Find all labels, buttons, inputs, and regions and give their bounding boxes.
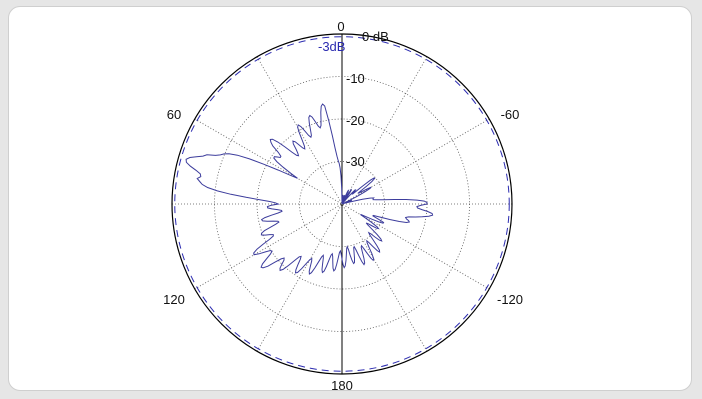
radial-tick-label: -10 — [346, 71, 365, 86]
angle-label: 0 — [337, 19, 344, 34]
polar-plot: 0 60 -60 120 -120 180 0 dB -10 -20 -30 -3dB — [163, 19, 523, 391]
chart-frame: 0 60 -60 120 -120 180 0 dB -10 -20 -30 -3dB — [8, 6, 692, 391]
radial-tick-label: -30 — [346, 154, 365, 169]
angle-label: -60 — [501, 107, 520, 122]
outer-circle — [171, 33, 513, 375]
radial-tick-label: -20 — [346, 113, 365, 128]
angle-label: 60 — [167, 107, 181, 122]
angle-label: -120 — [497, 292, 523, 307]
pattern-line — [185, 103, 434, 275]
pattern-series-group — [185, 103, 434, 275]
reference-circle — [174, 36, 510, 372]
labels-group: 0 60 -60 120 -120 180 0 dB -10 -20 -30 -3dB — [163, 19, 523, 391]
reference-circle-group — [174, 36, 510, 372]
reference-circle-label: -3dB — [318, 39, 345, 54]
outer-circle-group — [171, 33, 513, 375]
angle-label: 180 — [331, 378, 353, 391]
angle-label: 120 — [163, 292, 185, 307]
radial-tick-label: 0 dB — [362, 29, 389, 44]
